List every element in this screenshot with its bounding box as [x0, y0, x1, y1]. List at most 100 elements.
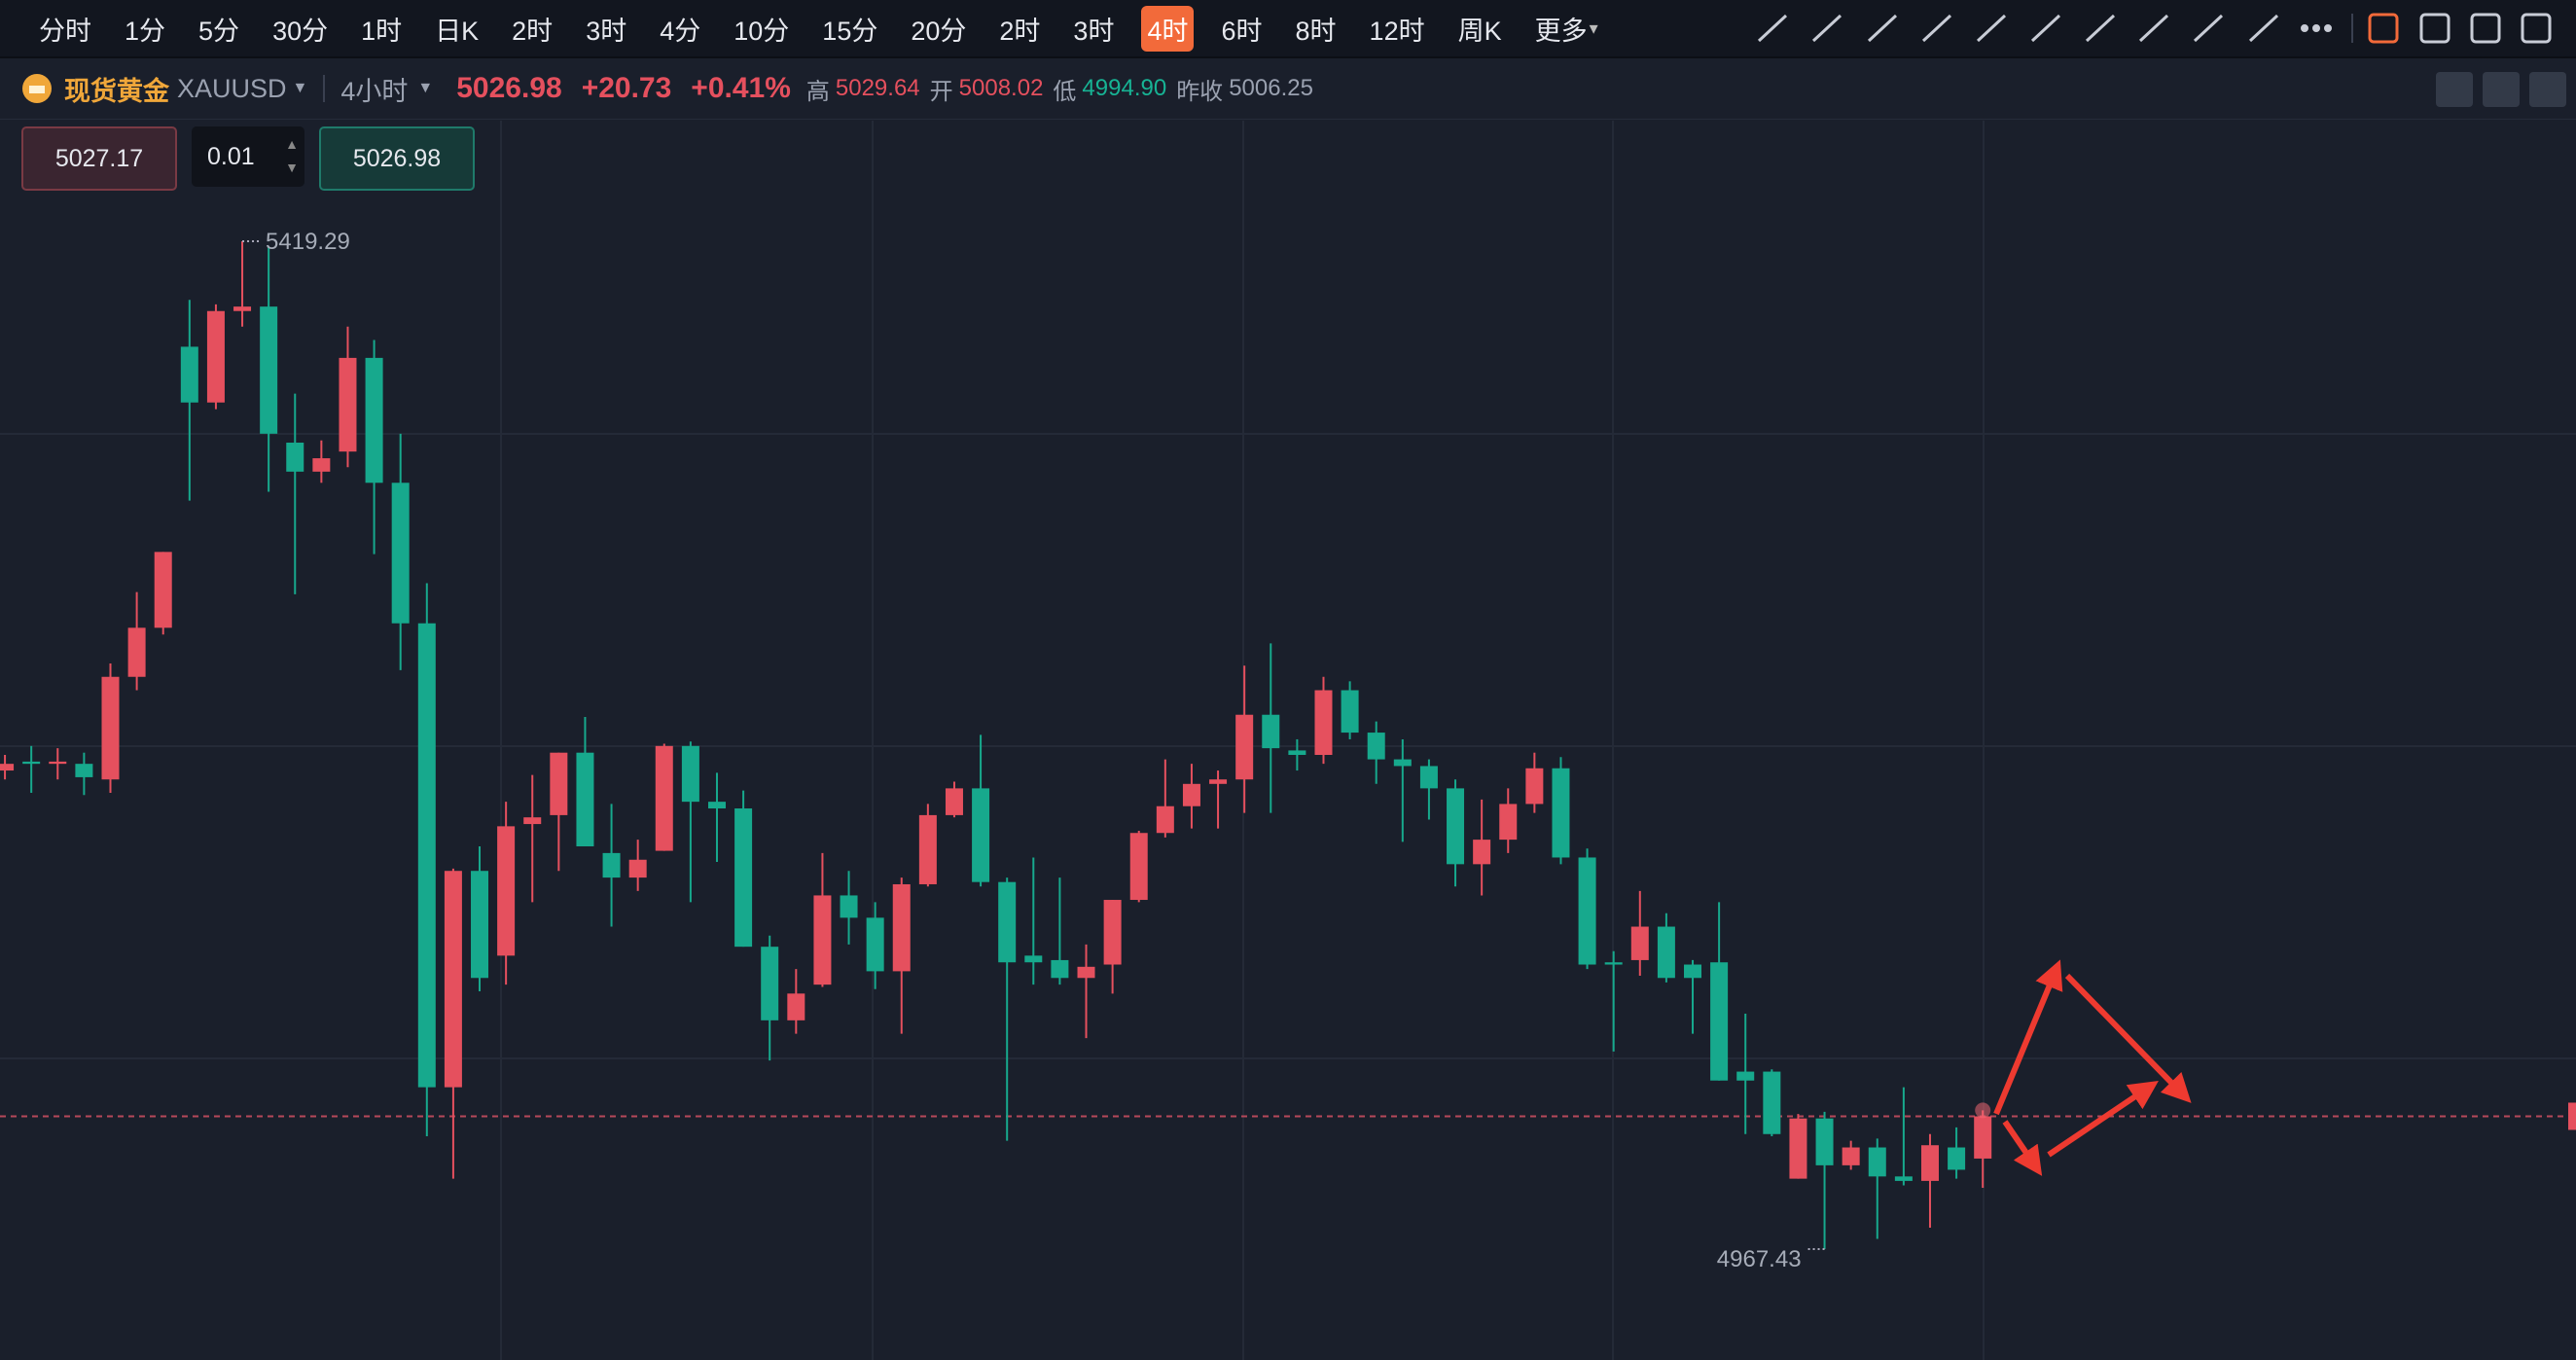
- period-tab[interactable]: 8时: [1295, 16, 1337, 46]
- candle-body: [1129, 833, 1148, 901]
- buy-button[interactable]: 5026.98: [319, 126, 475, 191]
- period-tab[interactable]: 4时: [1141, 5, 1195, 52]
- candle-body: [1077, 966, 1095, 979]
- last-price-tag: [2568, 1102, 2576, 1130]
- annotation-arrow: [2047, 1080, 2159, 1158]
- candle-body: [339, 357, 357, 452]
- candle-body: [550, 752, 568, 815]
- tool-icon[interactable]: [2470, 13, 2501, 44]
- candle-body: [312, 458, 331, 472]
- period-tab[interactable]: 3时: [586, 16, 627, 46]
- candle-body: [180, 346, 198, 403]
- candle-body: [1842, 1147, 1860, 1165]
- tool-icon[interactable]: [2138, 14, 2169, 43]
- tool-icon[interactable]: [1921, 14, 1952, 43]
- tool-icon[interactable]: [1976, 14, 2007, 43]
- period-tab[interactable]: 2时: [999, 16, 1041, 46]
- period-tab[interactable]: 3时: [1073, 16, 1115, 46]
- period-tab[interactable]: 更多: [1534, 16, 1588, 46]
- period-tab[interactable]: 分时: [39, 16, 91, 46]
- instrument-name[interactable]: 现货黄金: [64, 76, 169, 106]
- candle-body: [1182, 783, 1200, 806]
- tool-icon[interactable]: [2030, 14, 2061, 43]
- tool-icon[interactable]: [1867, 14, 1898, 43]
- period-tab[interactable]: 5分: [198, 16, 240, 46]
- candle-body: [866, 917, 884, 972]
- period-tab[interactable]: 周K: [1457, 16, 1502, 46]
- dropdown-caret[interactable]: ▼: [417, 80, 434, 96]
- stroke: [1757, 14, 1788, 43]
- period-tab[interactable]: 10分: [733, 16, 790, 46]
- dot: [2301, 24, 2308, 32]
- tool-icon[interactable]: [1811, 14, 1843, 43]
- period[interactable]: 4小时: [340, 76, 409, 106]
- option-button[interactable]: [2483, 72, 2520, 107]
- symbol-bar: 现货黄金 XAUUSD ▼ 4小时 ▼ 5026.98 +20.73 +0.41…: [0, 58, 2576, 120]
- tool-icon[interactable]: [2419, 13, 2451, 44]
- candle-body: [945, 788, 963, 815]
- candle-body: [1578, 857, 1596, 965]
- tool-icon[interactable]: [2248, 14, 2279, 43]
- dropdown-caret[interactable]: ▼: [292, 80, 308, 96]
- candle-body: [998, 881, 1017, 963]
- tool-icon[interactable]: [2085, 14, 2116, 43]
- last-price: 5026.98: [456, 72, 562, 104]
- tool-icon[interactable]: [2521, 13, 2552, 44]
- high-label: 高: [805, 78, 830, 105]
- candle-body: [1974, 1116, 1992, 1159]
- period-tab[interactable]: 1时: [361, 16, 403, 46]
- quantity: 0.01: [207, 142, 255, 170]
- change-pct: +0.41%: [691, 72, 791, 104]
- option-button[interactable]: [2436, 72, 2473, 107]
- more-caret[interactable]: ▾: [1589, 18, 1598, 38]
- candle-body: [681, 745, 699, 803]
- sell-button[interactable]: 5027.17: [21, 126, 177, 191]
- stepper[interactable]: ▲ ▼: [285, 136, 299, 175]
- period-tab[interactable]: 日K: [435, 16, 480, 46]
- open-value: 5008.02: [958, 75, 1044, 101]
- candle-body: [761, 947, 779, 1020]
- period-tab[interactable]: 12时: [1369, 16, 1425, 46]
- candle-body: [1367, 733, 1385, 760]
- candle-body: [576, 752, 594, 846]
- candle-body: [1604, 962, 1623, 965]
- candle-body: [1552, 768, 1570, 858]
- candle-body: [1288, 750, 1306, 755]
- last-glow: [1975, 1102, 1991, 1119]
- stroke: [1867, 14, 1898, 43]
- stroke: [1811, 14, 1843, 43]
- low-value: 4994.90: [1082, 75, 1167, 101]
- symbol[interactable]: XAUUSD: [177, 73, 287, 103]
- quantity-input[interactable]: 0.01 ▲ ▼: [192, 126, 304, 187]
- candle-body: [497, 826, 516, 956]
- period-tab[interactable]: 15分: [822, 16, 878, 46]
- period-tab[interactable]: 4分: [660, 16, 701, 46]
- candle-body: [0, 764, 15, 771]
- dot: [2324, 24, 2332, 32]
- candle-body: [260, 306, 278, 434]
- candle-body: [1710, 962, 1729, 1081]
- period-tab[interactable]: 6时: [1221, 16, 1263, 46]
- candle-body: [1763, 1071, 1781, 1134]
- period-tab[interactable]: 1分: [125, 16, 166, 46]
- tool-icon[interactable]: [1757, 14, 1788, 43]
- candle-body: [233, 306, 252, 311]
- stroke: [2248, 14, 2279, 43]
- high-label: 5419.29: [266, 229, 350, 255]
- tool-icon[interactable]: [2301, 24, 2332, 32]
- candle-body: [602, 852, 621, 878]
- period-tab[interactable]: 2时: [512, 16, 554, 46]
- candle-body: [154, 552, 172, 628]
- tool-icon[interactable]: [2368, 13, 2399, 44]
- period-tab[interactable]: 20分: [911, 16, 967, 46]
- annotation-arrow: [2002, 1120, 2043, 1176]
- drawing-tools: [1757, 13, 2552, 44]
- option-button[interactable]: [2529, 72, 2566, 107]
- candle-body: [101, 676, 120, 780]
- period-tab[interactable]: 30分: [272, 16, 329, 46]
- candle-body: [1657, 926, 1675, 979]
- candle-body: [1024, 955, 1043, 963]
- high-value: 5029.64: [835, 75, 920, 101]
- tool-icon[interactable]: [2193, 14, 2224, 43]
